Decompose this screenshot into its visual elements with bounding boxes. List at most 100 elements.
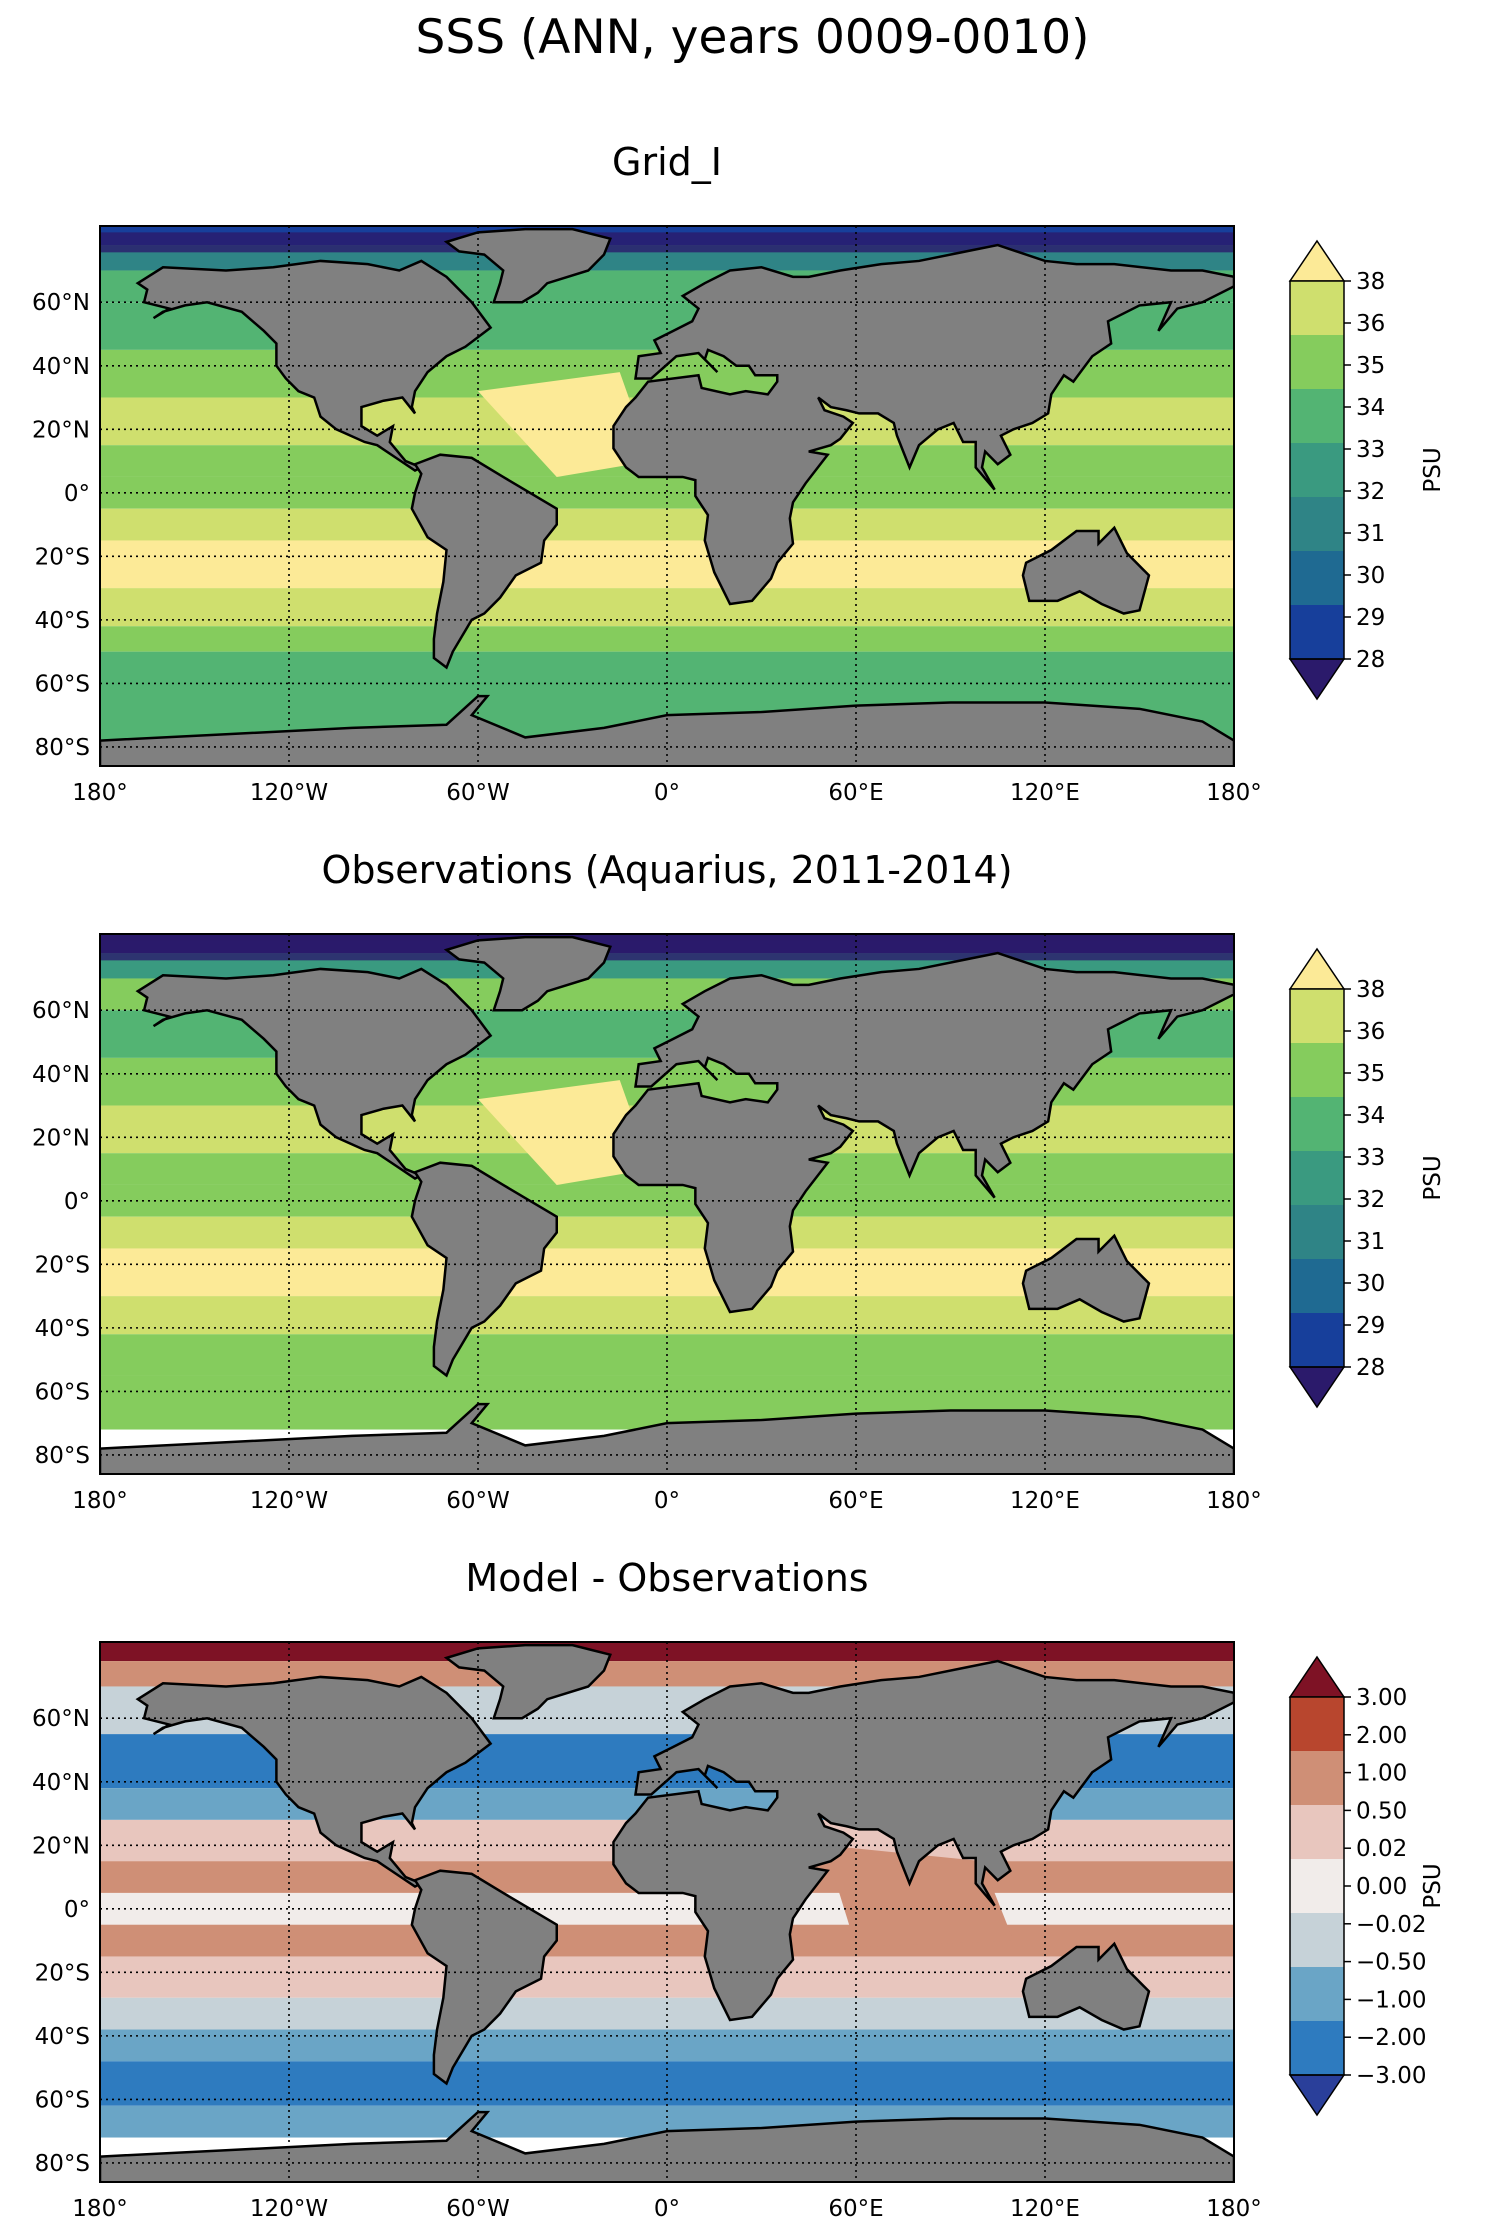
colorbar-segment xyxy=(1290,443,1344,497)
lat-tick-label: 60°N xyxy=(32,1706,90,1732)
colorbar-frame xyxy=(1289,280,1345,660)
colorbar-segment xyxy=(1290,281,1344,335)
colorbar-tick-label: 3.00 xyxy=(1356,1685,1407,1711)
colorbar-extend-max xyxy=(1288,239,1346,282)
land-greenland xyxy=(443,227,612,304)
lat-tick-label: 40°N xyxy=(32,354,90,380)
colorbar-extend-min xyxy=(1288,658,1346,701)
colorbar-tick-label: 0.02 xyxy=(1356,1836,1407,1862)
lon-tick-label: 0° xyxy=(654,780,680,806)
colorbar-diff: 3.00 2.00 1.00 0.50 0.02 0.00 −0.02 −0.50 −1.00 −… xyxy=(1288,1655,1446,2117)
colorbar-tick-label: 29 xyxy=(1356,605,1385,631)
colorbar-segment xyxy=(1290,1151,1344,1205)
colorbar-tick-label: 36 xyxy=(1356,1019,1385,1045)
lon-tick-label: 120°W xyxy=(250,780,328,806)
colorbar-segment xyxy=(1290,1313,1344,1367)
colorbar-extend-min xyxy=(1288,1366,1346,1409)
colorbar-tick-label: 0.00 xyxy=(1356,1874,1407,1900)
map-frame xyxy=(99,1641,1235,2183)
lat-tick-label: 40°N xyxy=(32,1770,90,1796)
lon-tick-label: 60°W xyxy=(446,1488,510,1514)
colorbar-obs: 38 36 35 34 33 32 31 30 29 28 PSU xyxy=(1288,947,1446,1409)
salinity-band xyxy=(100,508,1234,541)
colorbar-model: 38 36 35 34 33 32 31 30 29 28 PSU xyxy=(1288,239,1446,701)
figure-title: SSS (ANN, years 0009-0010) xyxy=(415,10,1090,65)
land-australia xyxy=(1021,1233,1151,1323)
colorbar-segment xyxy=(1290,1097,1344,1151)
colorbar-tick-label: 32 xyxy=(1356,1187,1385,1213)
lat-tick-label: 20°S xyxy=(35,544,90,570)
colorbar-unit-label: PSU xyxy=(1420,1155,1446,1200)
land-northAmerica xyxy=(135,1675,493,1889)
lat-tick-label: 60°S xyxy=(35,1379,90,1405)
colorbar-unit-label: PSU xyxy=(1420,447,1446,492)
colorbar-segment xyxy=(1290,2021,1344,2075)
lon-tick-label: 180° xyxy=(1206,780,1261,806)
colorbar-segment xyxy=(1290,1259,1344,1313)
salinity-band xyxy=(100,1216,1234,1249)
colorbar-extend-min xyxy=(1288,2074,1346,2117)
atlantic-salinity-max xyxy=(478,1080,652,1185)
lat-tick-label: 20°S xyxy=(35,1960,90,1986)
lat-tick-label: 60°N xyxy=(32,290,90,316)
map-frame xyxy=(99,225,1235,767)
colorbar-segment xyxy=(1290,389,1344,443)
lat-tick-label: 20°N xyxy=(32,417,90,443)
land-southAmerica xyxy=(410,1869,558,2086)
colorbar-tick-label: −0.02 xyxy=(1356,1912,1426,1938)
lat-tick-label: 80°S xyxy=(35,1443,90,1469)
lon-tick-label: 60°W xyxy=(446,780,510,806)
lat-tick-label: 60°S xyxy=(35,671,90,697)
land-eurasiaAfrica xyxy=(612,243,1234,606)
lon-tick-label: 180° xyxy=(1206,1488,1261,1514)
lon-tick-label: 0° xyxy=(654,2196,680,2222)
lat-tick-label: 20°N xyxy=(32,1125,90,1151)
colorbar-segment xyxy=(1290,1751,1344,1805)
lat-tick-label: 80°S xyxy=(35,735,90,761)
colorbar-extend-max xyxy=(1288,1655,1346,1698)
colorbar-tick-label: 31 xyxy=(1356,1229,1385,1255)
indian-ocean-anomaly xyxy=(824,1845,1014,1947)
colorbar-segment xyxy=(1290,1697,1344,1751)
colorbar-tick-label: −1.00 xyxy=(1356,1987,1426,2013)
lat-tick-label: 40°N xyxy=(32,1062,90,1088)
atlantic-salinity-max xyxy=(478,372,652,477)
lon-tick-label: 60°E xyxy=(828,780,883,806)
lat-tick-label: 40°S xyxy=(35,2024,90,2050)
lat-tick-label: 40°S xyxy=(35,1316,90,1342)
lat-tick-label: 60°N xyxy=(32,998,90,1024)
lat-tick-label: 20°N xyxy=(32,1833,90,1859)
colorbar-segment xyxy=(1290,335,1344,389)
colorbar-unit-label: PSU xyxy=(1420,1863,1446,1908)
lon-tick-label: 120°E xyxy=(1010,1488,1080,1514)
colorbar-tick-label: 34 xyxy=(1356,1103,1385,1129)
colorbar-tick-label: 30 xyxy=(1356,1271,1385,1297)
colorbar-tick-label: 2.00 xyxy=(1356,1723,1407,1749)
lat-tick-label: 0° xyxy=(64,481,90,507)
colorbar-tick-label: 28 xyxy=(1356,647,1385,673)
lon-tick-label: 180° xyxy=(1206,2196,1261,2222)
colorbar-tick-label: 34 xyxy=(1356,395,1385,421)
map-model: 180° 120°W 60°W 0° 60°E 120°E 180° 60°N 40°N 20°N… xyxy=(32,225,1446,806)
colorbar-tick-label: 33 xyxy=(1356,437,1385,463)
colorbar-segment xyxy=(1290,497,1344,551)
map-obs: 180° 120°W 60°W 0° 60°E 120°E 180° 60°N 40°N 20°N… xyxy=(32,933,1446,1514)
colorbar-segment xyxy=(1290,1043,1344,1097)
colorbar-tick-label: 36 xyxy=(1356,311,1385,337)
colorbar-segment xyxy=(1290,1805,1344,1859)
panel-title-difference: Model - Observations xyxy=(465,1556,869,1600)
lat-tick-label: 60°S xyxy=(35,2087,90,2113)
lon-tick-label: 180° xyxy=(72,1488,127,1514)
colorbar-tick-label: 0.50 xyxy=(1356,1798,1407,1824)
colorbar-segment xyxy=(1290,551,1344,605)
lon-tick-label: 0° xyxy=(654,1488,680,1514)
lat-tick-label: 80°S xyxy=(35,2151,90,2177)
land-northAmerica xyxy=(135,259,493,473)
lon-tick-label: 120°E xyxy=(1010,2196,1080,2222)
colorbar-tick-label: 35 xyxy=(1356,353,1385,379)
land-southAmerica xyxy=(410,453,558,670)
colorbar-frame xyxy=(1289,988,1345,1368)
lon-tick-label: 120°W xyxy=(250,2196,328,2222)
salinity-band xyxy=(100,1642,1234,1662)
